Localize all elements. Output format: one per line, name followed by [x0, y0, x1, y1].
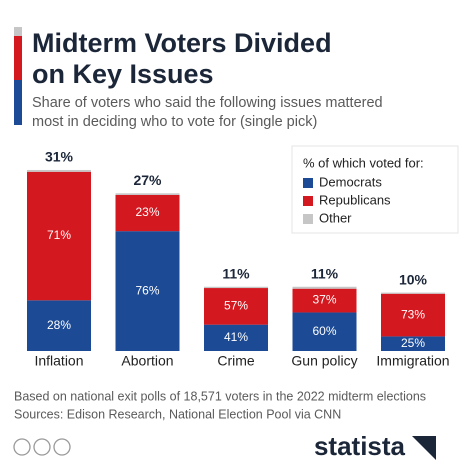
legend-swatch: [303, 214, 313, 224]
segment-label: 73%: [401, 307, 425, 321]
legend-box: [291, 145, 459, 234]
bar-segment: [204, 288, 268, 325]
subtitle: Share of voters who said the following i…: [32, 95, 383, 111]
bar-segment: [27, 169, 91, 172]
legend-label: Democrats: [319, 174, 382, 189]
subtitle: most in deciding who to vote for (single…: [32, 114, 317, 130]
x-tick-label: Crime: [217, 353, 255, 369]
brand-icon: [412, 436, 436, 460]
segment-label: 41%: [224, 330, 248, 344]
title: Midterm Voters Divided: [32, 28, 332, 58]
share-label: 10%: [399, 271, 428, 287]
legend-swatch: [303, 178, 313, 188]
share-label: 11%: [222, 265, 250, 281]
legend-title: % of which voted for:: [303, 155, 424, 170]
segment-label: 71%: [47, 228, 71, 242]
bar-segment: [292, 286, 357, 289]
source: Based on national exit polls of 18,571 v…: [14, 389, 426, 403]
segment-label: 28%: [47, 318, 71, 332]
bar-segment: [381, 292, 445, 294]
x-tick-label: Inflation: [34, 353, 83, 369]
x-tick-label: Immigration: [376, 353, 449, 369]
bar-segment: [204, 286, 268, 289]
bar-segment: [381, 336, 445, 351]
x-tick-label: Gun policy: [291, 353, 357, 369]
bar-segment: [381, 293, 445, 337]
bar-segment: [204, 324, 268, 351]
bar-segment: [27, 300, 91, 351]
legend-label: Other: [319, 210, 352, 225]
license-icons: [13, 438, 71, 456]
legend-swatch: [303, 196, 313, 206]
bar-segment: [115, 231, 180, 351]
x-tick-label: Abortion: [121, 353, 173, 369]
share-label: 31%: [45, 149, 74, 165]
source: Sources: Edison Research, National Elect…: [14, 407, 341, 421]
bar-segment: [115, 193, 180, 195]
accent-bar: [14, 27, 22, 36]
bar-segment: [292, 312, 357, 351]
segment-label: 23%: [135, 205, 159, 219]
legend-label: Republicans: [319, 192, 391, 207]
segment-label: 57%: [224, 299, 248, 313]
share-label: 27%: [133, 172, 162, 188]
segment-label: 60%: [312, 324, 336, 338]
title: on Key Issues: [32, 59, 214, 89]
share-label: 11%: [311, 265, 339, 281]
bar-segment: [27, 171, 91, 301]
bar-segment: [292, 288, 357, 313]
segment-label: 25%: [401, 336, 425, 350]
segment-label: 37%: [312, 293, 336, 307]
bar-segment: [115, 194, 180, 232]
segment-label: 76%: [135, 283, 159, 297]
brand: statista: [314, 431, 406, 461]
accent-bar: [14, 36, 22, 80]
accent-bar: [14, 80, 22, 125]
